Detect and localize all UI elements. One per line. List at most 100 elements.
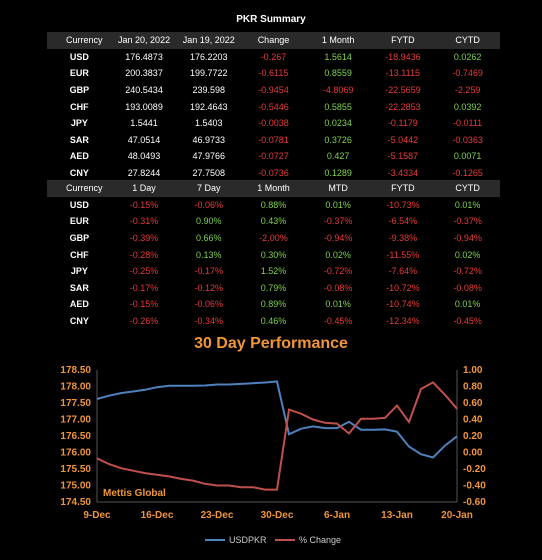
table-cell: 0.88% bbox=[260, 199, 287, 210]
table-cell: -18.9436 bbox=[385, 51, 421, 62]
table-row: USD 176.4873 176.2203 -0.267 1.5614 -18.9436 0… bbox=[47, 49, 500, 66]
series-line-0 bbox=[96, 380, 458, 459]
table-cell: -2.00% bbox=[259, 233, 288, 244]
column-header: CYTD bbox=[435, 32, 500, 49]
column-header: 1 Month bbox=[305, 32, 371, 49]
table-cell: -22.2853 bbox=[385, 101, 421, 112]
y-right-tick-label: 0.40 bbox=[463, 415, 483, 426]
column-header: FYTD bbox=[370, 32, 436, 49]
currency-code: SAR bbox=[69, 134, 89, 145]
table-cell: -3.4334 bbox=[387, 168, 419, 179]
table-cell: -0.1265 bbox=[452, 168, 483, 179]
column-header: Change bbox=[241, 32, 306, 49]
table-cell: -0.15% bbox=[129, 299, 159, 310]
table-cell: 0.66% bbox=[195, 233, 222, 244]
table-cell: -0.28% bbox=[129, 249, 159, 260]
table-cell: -0.0781 bbox=[258, 134, 289, 145]
pct-table: Currency 1 Day 7 Day 1 Month MTD FYTD CYTD USD… bbox=[47, 180, 500, 329]
table-cell: -0.12% bbox=[194, 282, 224, 293]
table-cell: -11.55% bbox=[386, 249, 420, 260]
table-row: AED -0.15% -0.06% 0.89% 0.01% -10.74% 0.01% bbox=[47, 296, 500, 313]
table-cell: 0.01% bbox=[454, 199, 481, 210]
table-row: EUR 200.3837 199.7722 -0.6115 0.8559 -13.1115… bbox=[47, 65, 500, 82]
table-cell: -0.26% bbox=[129, 316, 159, 327]
table-cell: -6.54% bbox=[388, 216, 418, 227]
table-cell: 0.01% bbox=[325, 299, 351, 310]
table-cell: 0.46% bbox=[260, 316, 287, 327]
table-cell: 0.427 bbox=[326, 151, 350, 162]
table-cell: -5.0442 bbox=[387, 134, 419, 145]
table-cell: 0.43% bbox=[260, 216, 287, 227]
x-tick-label: 30-Dec bbox=[261, 510, 294, 521]
table-cell: 0.01% bbox=[454, 299, 481, 310]
currency-code: EUR bbox=[69, 216, 89, 227]
legend-label: USDPKR bbox=[229, 535, 267, 545]
y-right-tick-label: 0.60 bbox=[463, 398, 483, 409]
table-cell: 47.9766 bbox=[192, 151, 226, 162]
table-row: CHF -0.28% 0.13% 0.30% 0.02% -11.55% 0.02% bbox=[47, 246, 500, 263]
table-cell: -9.38% bbox=[388, 233, 418, 244]
table-cell: 0.90% bbox=[195, 216, 222, 227]
table-cell: 27.8244 bbox=[127, 168, 161, 179]
table-cell: 0.13% bbox=[195, 249, 222, 260]
table-cell: 200.3837 bbox=[125, 68, 163, 79]
table-cell: 176.4873 bbox=[125, 51, 163, 62]
currency-code: CNY bbox=[69, 316, 89, 327]
summary-title: PKR Summary bbox=[236, 14, 306, 25]
currency-code: AED bbox=[69, 299, 89, 310]
table-row: JPY -0.25% -0.17% 1.52% -0.72% -7.64% -0.72% bbox=[47, 263, 500, 280]
table-cell: -5.1587 bbox=[387, 151, 419, 162]
summary-body: USD 176.4873 176.2203 -0.267 1.5614 -18.9436 0… bbox=[47, 49, 500, 182]
column-header: CYTD bbox=[435, 180, 500, 197]
table-cell: 0.8559 bbox=[324, 68, 352, 79]
y-left-tick-label: 176.00 bbox=[60, 448, 91, 459]
currency-code: JPY bbox=[70, 266, 88, 277]
table-cell: -0.15% bbox=[129, 199, 159, 210]
table-cell: 0.0234 bbox=[324, 118, 352, 129]
x-tick-label: 16-Dec bbox=[141, 510, 174, 521]
y-left-tick-label: 178.50 bbox=[60, 365, 91, 376]
watermark-label: Mettis Global bbox=[103, 488, 166, 499]
table-cell: -0.0727 bbox=[258, 151, 289, 162]
table-row: EUR -0.31% 0.90% 0.43% -0.37% -6.54% -0.37% bbox=[47, 213, 500, 230]
table-cell: -0.17% bbox=[194, 266, 224, 277]
performance-chart: 174.50 175.00 175.50 176.00 176.50 177.00 177.… bbox=[60, 365, 486, 545]
table-cell: -0.94% bbox=[453, 233, 482, 244]
table-cell: 240.5434 bbox=[125, 85, 163, 96]
pct-body: USD -0.15% -0.06% 0.88% 0.01% -10.73% 0.01% EUR… bbox=[47, 197, 500, 330]
table-cell: -0.37% bbox=[453, 216, 482, 227]
table-cell: -10.72% bbox=[386, 282, 420, 293]
table-cell: -22.5659 bbox=[385, 85, 421, 96]
x-tick-label: 6-Jan bbox=[324, 510, 350, 521]
y-right-tick-label: 0.80 bbox=[463, 382, 483, 393]
table-cell: 27.7508 bbox=[192, 168, 226, 179]
table-cell: 0.3726 bbox=[324, 134, 352, 145]
currency-code: SAR bbox=[69, 282, 89, 293]
table-row: USD -0.15% -0.06% 0.88% 0.01% -10.73% 0.01% bbox=[47, 197, 500, 214]
table-cell: -0.6115 bbox=[258, 68, 289, 79]
series-line-1 bbox=[96, 381, 458, 491]
table-cell: 1.5403 bbox=[194, 118, 223, 129]
table-cell: -0.39% bbox=[129, 233, 159, 244]
currency-code: AED bbox=[69, 151, 89, 162]
y-right-tick-label: 1.00 bbox=[463, 365, 483, 376]
column-header: Jan 20, 2022 bbox=[111, 32, 177, 49]
table-cell: -0.1179 bbox=[387, 118, 418, 129]
table-cell: -0.94% bbox=[323, 233, 353, 244]
y-left-tick-label: 176.50 bbox=[60, 431, 91, 442]
column-header: 1 Day bbox=[111, 180, 177, 197]
table-cell: 47.0514 bbox=[127, 134, 161, 145]
table-cell: -0.08% bbox=[323, 282, 353, 293]
table-cell: -0.0363 bbox=[452, 134, 483, 145]
table-cell: 176.2203 bbox=[189, 51, 228, 62]
column-header: 1 Month bbox=[241, 180, 306, 197]
table-cell: -2.259 bbox=[454, 85, 481, 96]
table-row: SAR 47.0514 46.9733 -0.0781 0.3726 -5.0442 -0.… bbox=[47, 132, 500, 149]
y-right-tick-label: -0.60 bbox=[463, 497, 486, 508]
table-cell: -0.0111 bbox=[453, 118, 483, 129]
table-cell: 1.5441 bbox=[130, 118, 158, 129]
table-cell: 0.0262 bbox=[453, 51, 482, 62]
table-cell: -4.8069 bbox=[322, 85, 354, 96]
table-cell: -13.1115 bbox=[385, 68, 420, 79]
table-cell: 193.0089 bbox=[125, 101, 163, 112]
